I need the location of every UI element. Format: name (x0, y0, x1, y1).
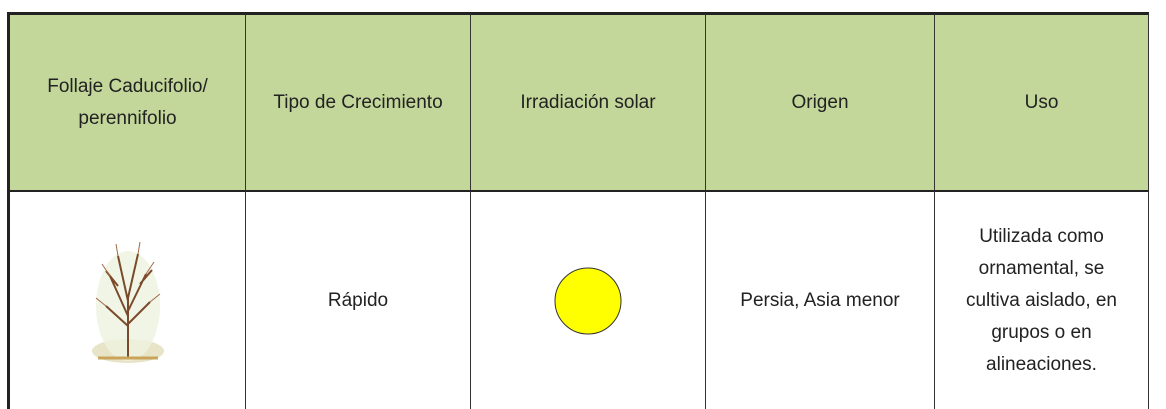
cell-line: grupos o en (991, 321, 1092, 343)
cell-line: ornamental, se (978, 257, 1105, 279)
header-text: Irradiación solar (520, 91, 656, 113)
cell-text: Persia, Asia menor (740, 289, 900, 311)
table: Follaje Caducifolio/ perennifolio Tipo d… (7, 12, 1149, 409)
body-cell: Persia, Asia menor (706, 192, 935, 409)
header-cell: Tipo de Crecimiento (246, 12, 471, 192)
header-text: Origen (791, 91, 849, 113)
cell-text: Rápido (327, 289, 389, 311)
cell-line: cultiva aislado, en (965, 289, 1118, 311)
body-cell: Utilizada como ornamental, se cultiva ai… (935, 192, 1149, 409)
header-text: Tipo de Crecimiento (273, 91, 443, 113)
header-cell: Irradiación solar (471, 12, 706, 192)
cell-line: Utilizada como (979, 225, 1104, 247)
body-cell: Rápido (246, 192, 471, 409)
use-text: Utilizada como ornamental, se cultiva ai… (966, 221, 1117, 381)
header-text: Uso (1024, 91, 1059, 113)
header-cell: Uso (935, 12, 1149, 192)
sun-icon (554, 267, 622, 334)
tree-icon (91, 241, 164, 363)
header-cell: Origen (706, 12, 935, 192)
header-text: Follaje Caducifolio/ perennifolio (47, 75, 208, 129)
cell-line: alineaciones. (986, 353, 1097, 375)
sun-cell (471, 192, 706, 409)
tree-cell (7, 192, 246, 409)
header-cell: Follaje Caducifolio/ perennifolio (7, 12, 246, 192)
